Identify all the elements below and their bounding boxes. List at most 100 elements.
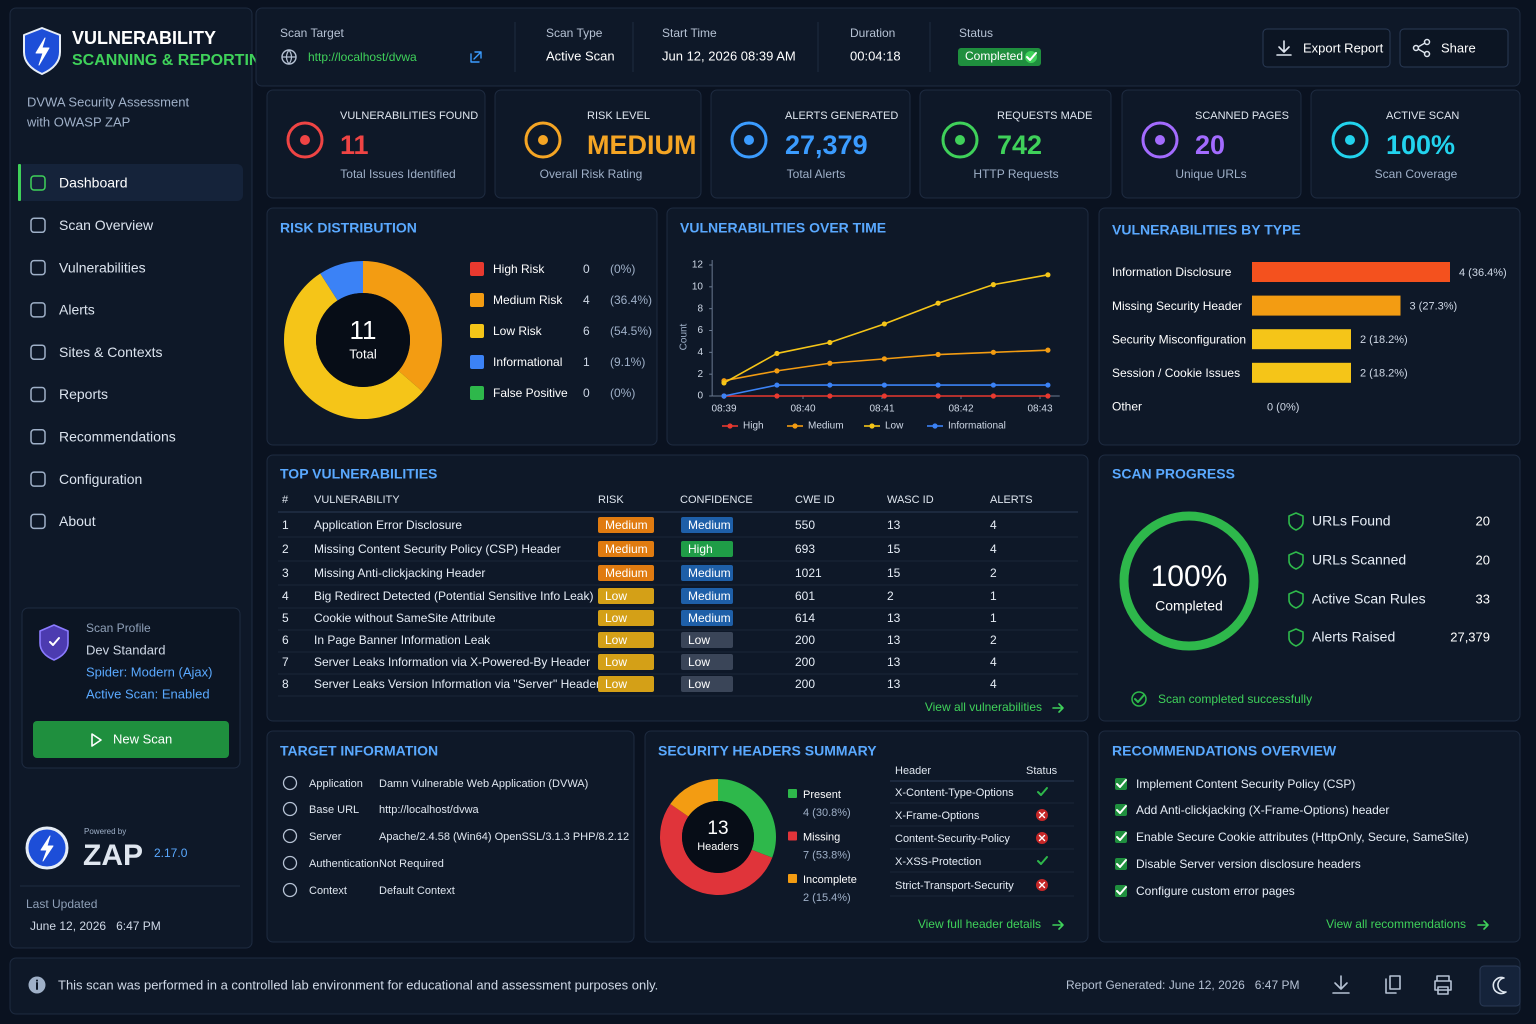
- nav-active-bar: [18, 164, 21, 201]
- check-icon: [1116, 859, 1127, 868]
- legend-label: Medium Risk: [493, 293, 563, 307]
- donut-total: 11: [350, 315, 377, 345]
- legend-label: Medium: [808, 421, 844, 432]
- series-point: [1045, 382, 1051, 388]
- label: Powered by: [84, 827, 126, 836]
- table-cell: 4: [990, 542, 997, 556]
- view-link[interactable]: View all recommendations: [1326, 917, 1466, 931]
- legend-value: 4 (30.8%): [803, 807, 851, 819]
- label: Active Scan: Enabled: [86, 686, 210, 701]
- kpi-icon: [730, 121, 768, 159]
- share-label[interactable]: Share: [1441, 40, 1476, 55]
- bar-value-label: 2 (18.2%): [1360, 334, 1408, 346]
- column-header: #: [282, 494, 289, 506]
- share-button[interactable]: [1399, 28, 1509, 68]
- legend-value: 2 (15.4%): [803, 892, 851, 904]
- x-tick-label: 08:40: [790, 404, 815, 415]
- nav-item[interactable]: Alerts: [59, 302, 95, 318]
- series-point: [827, 382, 833, 388]
- view-link[interactable]: View all vulnerabilities: [925, 700, 1042, 714]
- recommendation: Enable Secure Cookie attributes (HttpOnl…: [1136, 830, 1469, 844]
- label: Dev Standard: [86, 642, 166, 657]
- x-tick-label: 08:39: [711, 404, 736, 415]
- print-button[interactable]: [1434, 975, 1452, 995]
- download-button[interactable]: [1332, 975, 1350, 994]
- export-button[interactable]: [1262, 28, 1391, 68]
- status-value: Completed: [965, 49, 1023, 63]
- scan-target[interactable]: http://localhost/dvwa: [308, 50, 417, 64]
- nav-item[interactable]: Vulnerabilities: [59, 259, 146, 275]
- panel: [919, 89, 1112, 199]
- nav-item[interactable]: Reports: [59, 386, 108, 402]
- info-label: Authentication: [309, 858, 379, 870]
- moon-icon: [1492, 976, 1507, 995]
- new-scan-label[interactable]: New Scan: [113, 731, 172, 746]
- column-header: Header: [895, 765, 931, 777]
- export-label[interactable]: Export Report: [1303, 40, 1384, 55]
- confidence-label: Medium: [688, 611, 731, 625]
- description: DVWA Security Assessment: [27, 94, 189, 109]
- open-link-icon: [470, 51, 482, 63]
- kpi-label: ALERTS GENERATED: [785, 110, 898, 122]
- legend-percent: (54.5%): [610, 324, 652, 338]
- nav-item[interactable]: About: [59, 513, 96, 529]
- legend-point: [792, 423, 798, 429]
- donut-slice: [363, 261, 442, 392]
- table-cell: 13: [887, 611, 901, 625]
- series-point: [935, 382, 941, 388]
- nav-item[interactable]: Scan Overview: [59, 217, 154, 233]
- legend-swatch: [470, 324, 484, 338]
- x-tick-label: 08:41: [869, 404, 894, 415]
- confidence-label: Medium: [688, 518, 731, 532]
- table-cell: 200: [795, 655, 815, 669]
- info-value: Not Required: [379, 858, 444, 870]
- theme-toggle[interactable]: [1479, 965, 1521, 1007]
- series-point: [935, 351, 941, 358]
- table-cell: 3: [282, 566, 289, 580]
- label: June 12, 2026 6:47 PM: [30, 919, 161, 933]
- nav-item[interactable]: Sites & Contexts: [59, 344, 163, 360]
- header-name: X-Content-Type-Options: [895, 787, 1014, 799]
- kpi-label: VULNERABILITIES FOUND: [340, 110, 478, 122]
- series-point: [1045, 393, 1051, 399]
- nav-icon: [30, 259, 46, 276]
- info-label: Server: [309, 831, 342, 843]
- donut-slice: [659, 804, 773, 896]
- check-icon: [1116, 832, 1127, 841]
- panel: [710, 89, 911, 199]
- series-point: [774, 393, 780, 399]
- table-cell: 13: [887, 655, 901, 669]
- info-value: Default Context: [379, 885, 455, 897]
- kpi-label: RISK LEVEL: [587, 110, 650, 122]
- bar: [1252, 262, 1450, 282]
- series-point: [990, 382, 996, 388]
- donut-slice: [718, 779, 777, 858]
- nav-item[interactable]: Recommendations: [59, 429, 176, 445]
- legend-label: Present: [803, 789, 841, 801]
- kpi-icon: [286, 121, 324, 159]
- risk-label: Low: [605, 589, 627, 603]
- risk-badge: [598, 541, 654, 557]
- table-cell: 15: [887, 542, 901, 556]
- view-link[interactable]: View full header details: [918, 917, 1041, 931]
- legend-count: 4: [583, 293, 590, 307]
- nav-item[interactable]: Configuration: [59, 471, 142, 487]
- item-label: URLs Scanned: [1312, 552, 1406, 568]
- column-header: RISK: [598, 494, 624, 506]
- copy-button[interactable]: [1385, 975, 1401, 994]
- kpi-icon: [538, 135, 548, 145]
- nav-item[interactable]: Dashboard: [59, 175, 128, 191]
- risk-label: Low: [605, 677, 627, 691]
- item-value: 20: [1476, 513, 1490, 528]
- bar-label: Session / Cookie Issues: [1112, 366, 1240, 380]
- legend-count: 1: [583, 355, 590, 369]
- new-scan-button[interactable]: [33, 721, 229, 758]
- table-cell: Missing Anti-clickjacking Header: [314, 566, 485, 580]
- legend-label: Informational: [493, 355, 562, 369]
- table-cell: 693: [795, 542, 815, 556]
- table-cell: 200: [795, 633, 815, 647]
- panel: [266, 89, 486, 199]
- label: Scan Profile: [86, 621, 151, 635]
- legend-count: 6: [583, 324, 590, 338]
- panel: [255, 7, 1521, 87]
